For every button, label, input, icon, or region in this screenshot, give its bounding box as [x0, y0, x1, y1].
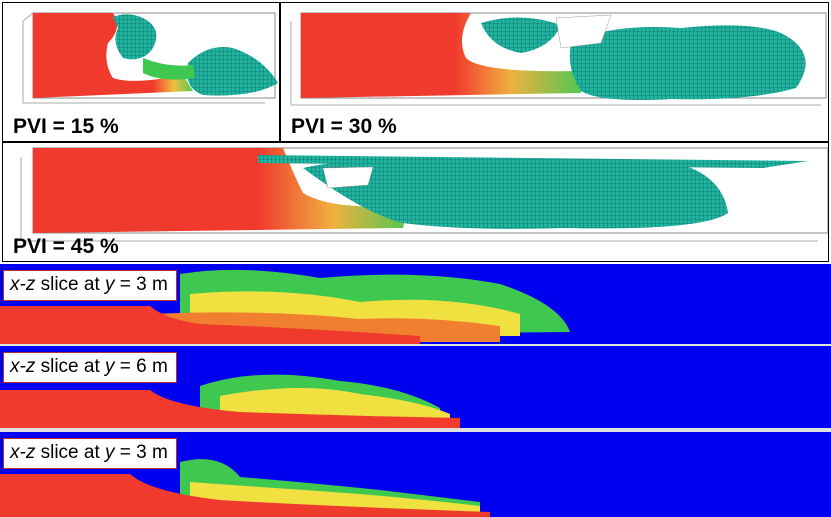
slice-field-2: [0, 374, 831, 432]
slice-label-2: x-z slice at y = 6 m: [3, 352, 177, 383]
slice-field-1: [0, 269, 831, 346]
slice-label-1: x-z slice at y = 3 m: [3, 270, 177, 301]
slice-label-3: x-z slice at y = 3 m: [3, 438, 177, 469]
pvi-label-30: PVI = 30 %: [291, 115, 397, 138]
panel-pvi-45: PVI = 45 %: [2, 142, 829, 262]
isosurface-render-30: [290, 12, 827, 106]
isosurface-render-15: [22, 12, 278, 104]
pvi-label-45: PVI = 45 %: [13, 235, 119, 258]
slice-field-3: [0, 459, 490, 517]
slice-panel-1: x-z slice at y = 3 m: [0, 264, 831, 346]
panel-pvi-15: PVI = 15 %: [2, 2, 280, 142]
isosurface-render-45: [20, 147, 828, 242]
slice-panel-2: x-z slice at y = 6 m: [0, 346, 831, 432]
pvi-label-15: PVI = 15 %: [13, 115, 119, 138]
slice-panel-3: x-z slice at y = 3 m: [0, 432, 831, 517]
panel-pvi-30: PVI = 30 %: [280, 2, 829, 142]
